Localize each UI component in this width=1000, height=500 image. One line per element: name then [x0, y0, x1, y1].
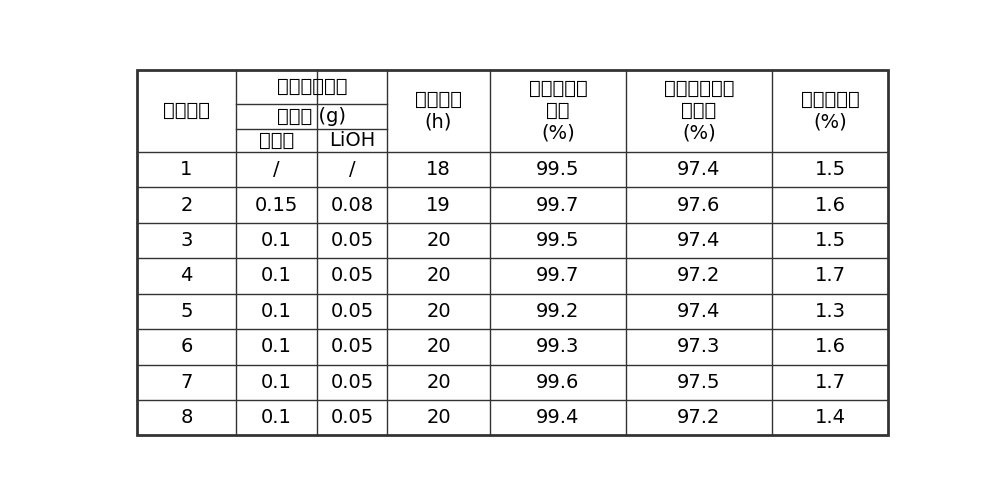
- Text: LiOH: LiOH: [329, 131, 375, 150]
- Text: 3: 3: [180, 231, 193, 250]
- Text: 99.7: 99.7: [536, 196, 580, 214]
- Text: 99.4: 99.4: [536, 408, 580, 427]
- Text: 97.4: 97.4: [677, 231, 721, 250]
- Text: 0.05: 0.05: [330, 266, 374, 285]
- Text: 甲苯二胺转
化率
(%): 甲苯二胺转 化率 (%): [529, 80, 587, 142]
- Text: 1.6: 1.6: [814, 338, 845, 356]
- Text: 99.2: 99.2: [536, 302, 580, 321]
- Text: 0.05: 0.05: [330, 302, 374, 321]
- Text: 1.7: 1.7: [814, 372, 845, 392]
- Text: 97.3: 97.3: [677, 338, 721, 356]
- Text: 1: 1: [180, 160, 193, 179]
- Text: 催化剂及助剂: 催化剂及助剂: [277, 78, 347, 96]
- Text: 1.5: 1.5: [814, 231, 846, 250]
- Text: 0.15: 0.15: [255, 196, 298, 214]
- Text: 0.1: 0.1: [261, 231, 292, 250]
- Text: 18: 18: [426, 160, 451, 179]
- Text: 99.5: 99.5: [536, 160, 580, 179]
- Text: 反应时间
(h): 反应时间 (h): [415, 90, 462, 132]
- Text: 99.5: 99.5: [536, 231, 580, 250]
- Text: 20: 20: [426, 266, 451, 285]
- Text: 反应次数: 反应次数: [163, 102, 210, 120]
- Text: 19: 19: [426, 196, 451, 214]
- Text: 1.6: 1.6: [814, 196, 845, 214]
- Text: 4: 4: [180, 266, 193, 285]
- Text: 0.1: 0.1: [261, 408, 292, 427]
- Text: 97.5: 97.5: [677, 372, 721, 392]
- Text: 20: 20: [426, 408, 451, 427]
- Text: 99.6: 99.6: [536, 372, 580, 392]
- Text: 0.1: 0.1: [261, 338, 292, 356]
- Text: 97.4: 97.4: [677, 160, 721, 179]
- Text: 催化剂: 催化剂: [259, 131, 294, 150]
- Text: 0.1: 0.1: [261, 266, 292, 285]
- Text: 97.4: 97.4: [677, 302, 721, 321]
- Text: 97.6: 97.6: [677, 196, 721, 214]
- Text: 0.1: 0.1: [261, 372, 292, 392]
- Text: 2: 2: [180, 196, 193, 214]
- Text: 99.3: 99.3: [536, 338, 580, 356]
- Text: /: /: [273, 160, 280, 179]
- Text: 0.05: 0.05: [330, 372, 374, 392]
- Text: /: /: [349, 160, 355, 179]
- Text: 1.5: 1.5: [814, 160, 846, 179]
- Text: 20: 20: [426, 338, 451, 356]
- Text: 甲基环己二胺
选择性
(%): 甲基环己二胺 选择性 (%): [664, 80, 734, 142]
- Text: 97.2: 97.2: [677, 408, 721, 427]
- Text: 1.4: 1.4: [814, 408, 845, 427]
- Text: 补加量 (g): 补加量 (g): [277, 107, 346, 126]
- Text: 99.7: 99.7: [536, 266, 580, 285]
- Text: 97.2: 97.2: [677, 266, 721, 285]
- Text: 5: 5: [180, 302, 193, 321]
- Text: 0.05: 0.05: [330, 338, 374, 356]
- Text: 1.7: 1.7: [814, 266, 845, 285]
- Text: 0.1: 0.1: [261, 302, 292, 321]
- Text: 0.05: 0.05: [330, 231, 374, 250]
- Text: 20: 20: [426, 372, 451, 392]
- Text: 8: 8: [180, 408, 193, 427]
- Text: 0.08: 0.08: [330, 196, 374, 214]
- Text: 0.05: 0.05: [330, 408, 374, 427]
- Text: 20: 20: [426, 231, 451, 250]
- Text: 6: 6: [180, 338, 193, 356]
- Text: 7: 7: [180, 372, 193, 392]
- Text: 脱氨百分比
(%): 脱氨百分比 (%): [801, 90, 859, 132]
- Text: 20: 20: [426, 302, 451, 321]
- Text: 1.3: 1.3: [814, 302, 845, 321]
